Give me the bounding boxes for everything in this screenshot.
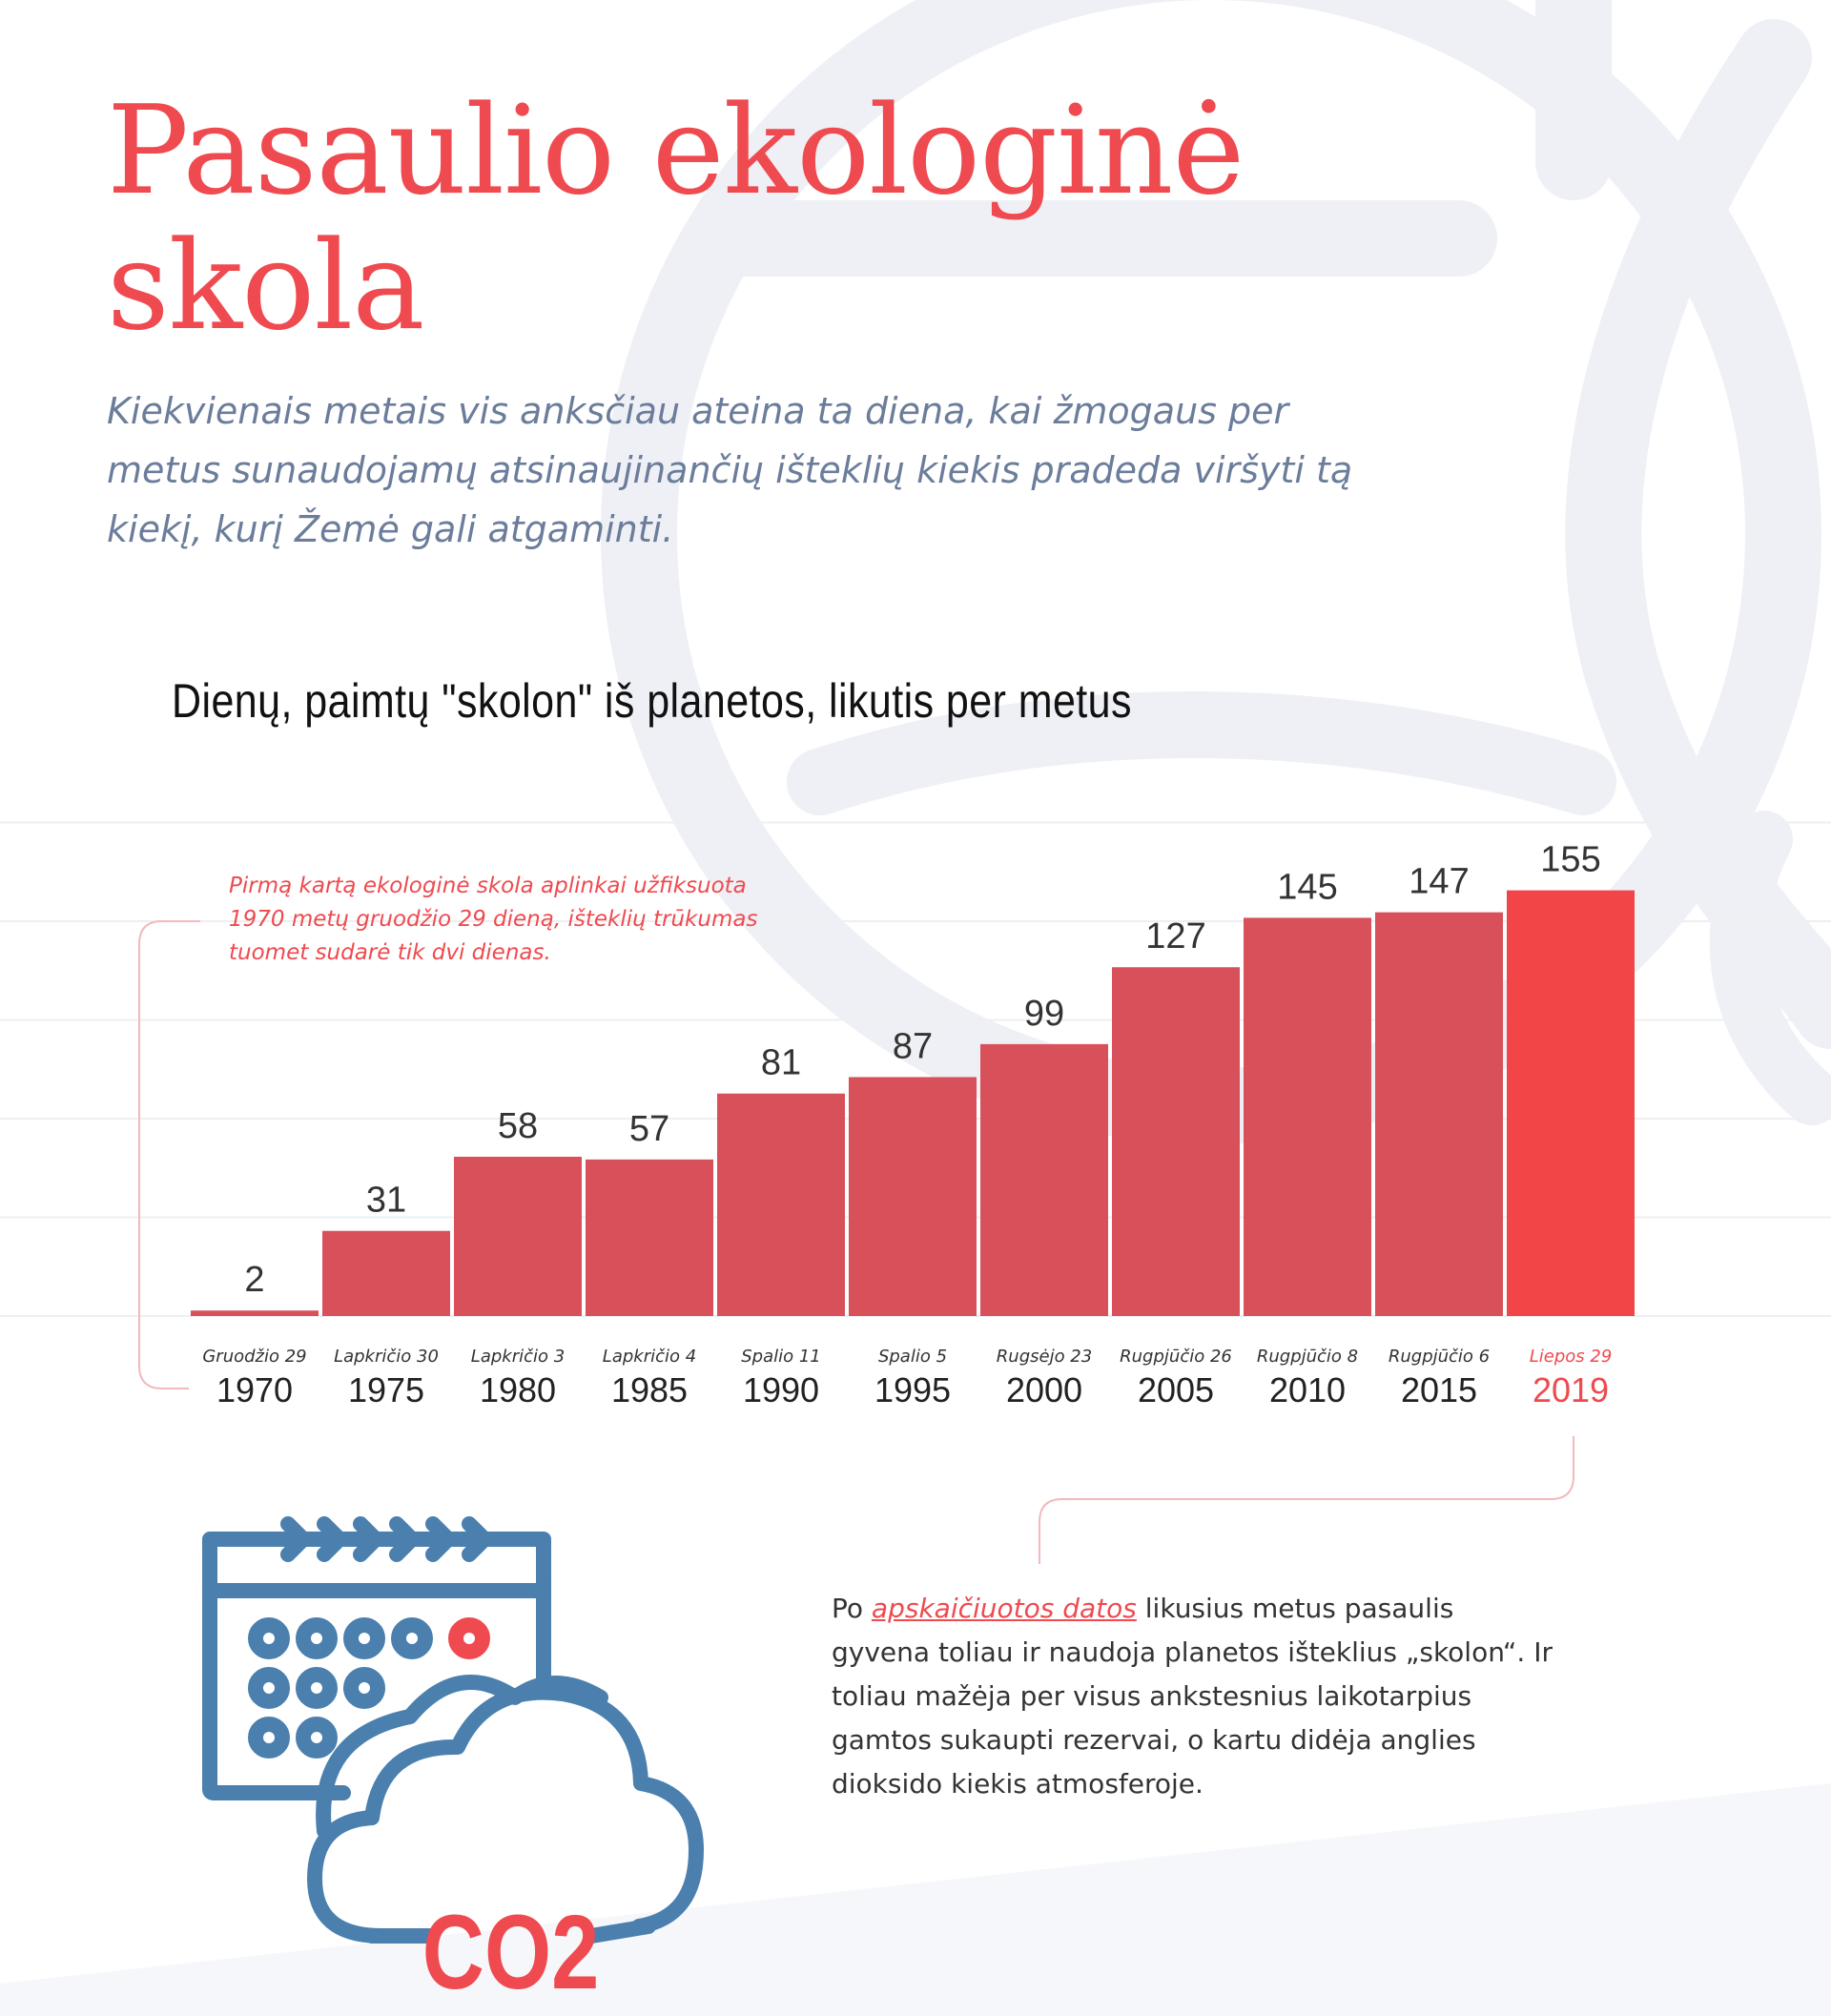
date-label: Spalio 11	[741, 1347, 821, 1367]
date-label: Liepos 29	[1530, 1347, 1613, 1367]
bar-2010	[1244, 917, 1371, 1316]
bar-1990	[717, 1093, 845, 1316]
value-label: 31	[366, 1181, 406, 1221]
year-label: 2005	[1138, 1370, 1214, 1409]
value-label: 57	[629, 1109, 669, 1149]
bar-2000	[980, 1043, 1108, 1316]
value-label: 2	[244, 1260, 264, 1300]
date-label: Rugsėjo 23	[997, 1347, 1092, 1367]
chart-bars: 2 Gruodžio 29 1970 31 Lapkričio 30 1975 58 Lapk…	[191, 840, 1635, 1409]
bar-1985	[586, 1159, 713, 1316]
bar-1980	[454, 1156, 582, 1316]
value-label: 155	[1540, 840, 1600, 880]
year-label: 2000	[1006, 1370, 1082, 1409]
chart-title: Dienų, paimtų "skolon" iš planetos, liku…	[172, 674, 1132, 728]
date-label: Rugpjūčio 6	[1389, 1347, 1490, 1367]
value-label: 87	[893, 1026, 933, 1066]
date-label: Lapkričio 30	[334, 1347, 439, 1367]
value-label: 147	[1409, 862, 1469, 902]
bar-2005	[1112, 967, 1240, 1316]
value-label: 81	[761, 1043, 801, 1083]
date-label: Gruodžio 29	[202, 1347, 306, 1367]
body-prefix: Po	[832, 1593, 872, 1624]
date-label: Spalio 5	[878, 1347, 947, 1367]
value-label: 127	[1145, 916, 1205, 957]
value-label: 58	[498, 1106, 538, 1146]
year-label: 2019	[1533, 1370, 1609, 1409]
co2-label: CO2	[422, 1895, 599, 2003]
year-label: 1975	[348, 1370, 424, 1409]
year-label: 1985	[611, 1370, 688, 1409]
year-label: 1995	[874, 1370, 951, 1409]
date-label: Rugpjūčio 8	[1257, 1347, 1358, 1367]
date-label: Lapkričio 4	[603, 1347, 696, 1367]
year-label: 1980	[480, 1370, 556, 1409]
chart-annotation: Pirmą kartą ekologinė skola aplinkai užf…	[229, 874, 758, 965]
date-label: Rugpjūčio 26	[1120, 1347, 1232, 1367]
year-label: 1970	[216, 1370, 293, 1409]
year-label: 2015	[1401, 1370, 1477, 1409]
date-label: Lapkričio 3	[471, 1347, 565, 1367]
year-label: 1990	[743, 1370, 819, 1409]
bar-1975	[322, 1230, 450, 1316]
value-label: 145	[1277, 867, 1337, 907]
calendar-co2-cloud-icon: CO2	[202, 1516, 704, 2003]
bar-1970	[191, 1310, 319, 1316]
bar-2019	[1507, 890, 1635, 1316]
body-suffix: likusius metus pasaulis gyvena toliau ir…	[832, 1593, 1553, 1800]
calculated-date-link[interactable]: apskaičiuotos datos	[871, 1593, 1137, 1624]
year-label: 2010	[1269, 1370, 1346, 1409]
bar-1995	[849, 1077, 977, 1316]
body-text: Po apskaičiuotos datos likusius metus pa…	[832, 1587, 1556, 1806]
annotation-bracket	[138, 920, 200, 1389]
page-subtitle: Kiekvienais metais vis anksčiau ateina t…	[107, 390, 1353, 550]
body-connector-line	[1039, 1436, 1574, 1564]
value-label: 99	[1024, 994, 1064, 1034]
page-title: Pasaulio ekologinė skola	[107, 80, 1245, 358]
bar-2015	[1375, 912, 1503, 1316]
